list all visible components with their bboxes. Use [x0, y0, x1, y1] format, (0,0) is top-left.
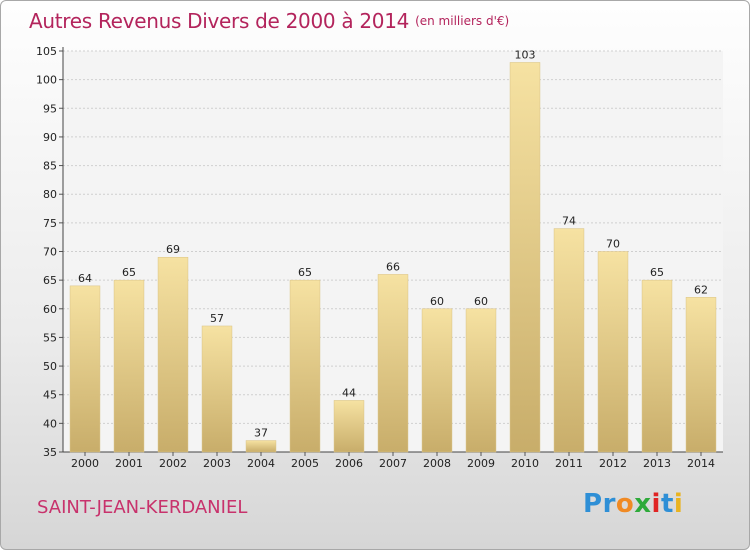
data-label: 65	[298, 266, 312, 279]
logo-letter: P	[583, 489, 603, 519]
x-tick-label: 2011	[555, 457, 583, 470]
x-tick-label: 2014	[687, 457, 715, 470]
bar	[553, 228, 585, 453]
data-label: 62	[694, 283, 708, 296]
data-label: 66	[386, 260, 400, 273]
logo-letter: o	[615, 489, 635, 519]
data-label: 74	[562, 215, 576, 228]
bar	[69, 285, 101, 453]
data-label: 64	[78, 272, 92, 285]
y-tick-label: 65	[43, 274, 57, 287]
x-tick-label: 2001	[115, 457, 143, 470]
bar	[597, 251, 629, 453]
x-tick-label: 2000	[71, 457, 99, 470]
chart-title-unit: (en milliers d'€)	[415, 14, 510, 28]
x-tick-label: 2007	[379, 457, 407, 470]
proxiti-logo: Proxiti	[583, 489, 683, 519]
commune-name: SAINT-JEAN-KERDANIEL	[37, 497, 248, 518]
data-label: 69	[166, 243, 180, 256]
y-tick-label: 75	[43, 217, 57, 230]
bar	[465, 308, 497, 453]
y-tick-label: 60	[43, 303, 57, 316]
data-label: 70	[606, 238, 620, 251]
bar	[113, 279, 145, 453]
y-tick-label: 70	[43, 246, 57, 259]
x-tick-label: 2002	[159, 457, 187, 470]
y-tick-label: 45	[43, 389, 57, 402]
x-tick-label: 2005	[291, 457, 319, 470]
x-tick-label: 2006	[335, 457, 363, 470]
data-label: 65	[650, 266, 664, 279]
chart-title-main: Autres Revenus Divers de 2000 à 2014	[29, 9, 410, 33]
x-tick-label: 2003	[203, 457, 231, 470]
bar	[421, 308, 453, 453]
y-tick-label: 50	[43, 360, 57, 373]
data-label: 60	[474, 295, 488, 308]
x-tick-label: 2010	[511, 457, 539, 470]
y-tick-label: 100	[36, 74, 57, 87]
bar	[333, 400, 365, 453]
data-label: 57	[210, 312, 224, 325]
y-tick-label: 105	[36, 45, 57, 58]
y-tick-label: 90	[43, 131, 57, 144]
x-tick-label: 2013	[643, 457, 671, 470]
data-label: 60	[430, 295, 444, 308]
y-tick-label: 55	[43, 331, 57, 344]
chart-title: Autres Revenus Divers de 2000 à 2014 (en …	[29, 9, 509, 33]
y-tick-label: 80	[43, 188, 57, 201]
bar	[245, 440, 277, 453]
bar	[289, 279, 321, 453]
data-label: 37	[254, 427, 268, 440]
data-label: 44	[342, 386, 356, 399]
y-tick-label: 95	[43, 102, 57, 115]
logo-letter: x	[634, 489, 652, 519]
y-tick-label: 85	[43, 160, 57, 173]
x-tick-label: 2008	[423, 457, 451, 470]
bar	[201, 325, 233, 453]
bar	[509, 62, 541, 453]
bar	[685, 297, 717, 453]
logo-letter: i	[651, 489, 661, 519]
bar	[157, 256, 189, 453]
x-tick-label: 2012	[599, 457, 627, 470]
x-tick-label: 2004	[247, 457, 275, 470]
data-label: 103	[515, 48, 536, 61]
y-tick-label: 35	[43, 446, 57, 459]
bar	[641, 279, 673, 453]
logo-letter: r	[602, 489, 616, 519]
y-tick-label: 40	[43, 417, 57, 430]
logo-letter: i	[673, 489, 684, 519]
x-tick-label: 2009	[467, 457, 495, 470]
data-label: 65	[122, 266, 136, 279]
logo-letter: t	[660, 489, 674, 519]
bar	[377, 274, 409, 453]
